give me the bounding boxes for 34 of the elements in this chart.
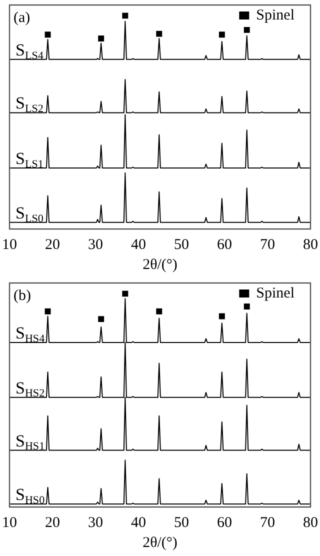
x-tick-label: 70: [260, 236, 275, 253]
x-axis-title: 2θ/(°): [142, 256, 178, 273]
point: [122, 290, 128, 297]
x-tick-label: 10: [2, 236, 17, 253]
point: [122, 12, 128, 19]
point: [156, 30, 162, 37]
x-tick-label: 30: [88, 236, 103, 253]
x-tick-label: 70: [260, 514, 275, 531]
x-tick-label: 50: [174, 236, 189, 253]
legend-label: Spinel: [256, 7, 295, 24]
x-tick-label: 40: [131, 236, 146, 253]
x-tick-label: 40: [131, 514, 146, 531]
point: [244, 26, 250, 33]
x-tick-label: 20: [45, 514, 60, 531]
point: [98, 36, 104, 42]
point: [244, 303, 250, 310]
legend-label: Spinel: [256, 285, 295, 302]
x-tick-label: 80: [303, 514, 318, 531]
x-tick-label: 80: [303, 236, 318, 253]
point: [98, 316, 104, 322]
point: [156, 308, 162, 314]
x-tick-label: 20: [45, 236, 60, 253]
x-tick-label: 50: [174, 514, 189, 531]
point: [44, 308, 51, 314]
chart-title: (b): [14, 288, 31, 304]
point: [218, 313, 225, 320]
x-tick-label: 60: [217, 514, 232, 531]
point: [44, 32, 51, 38]
x-tick-label: 30: [88, 514, 103, 531]
point: [218, 32, 225, 38]
x-axis-title: 2θ/(°): [142, 534, 178, 551]
x-tick-label: 10: [2, 514, 17, 531]
x-tick-label: 60: [217, 236, 232, 253]
chart-title: (a): [14, 10, 30, 26]
